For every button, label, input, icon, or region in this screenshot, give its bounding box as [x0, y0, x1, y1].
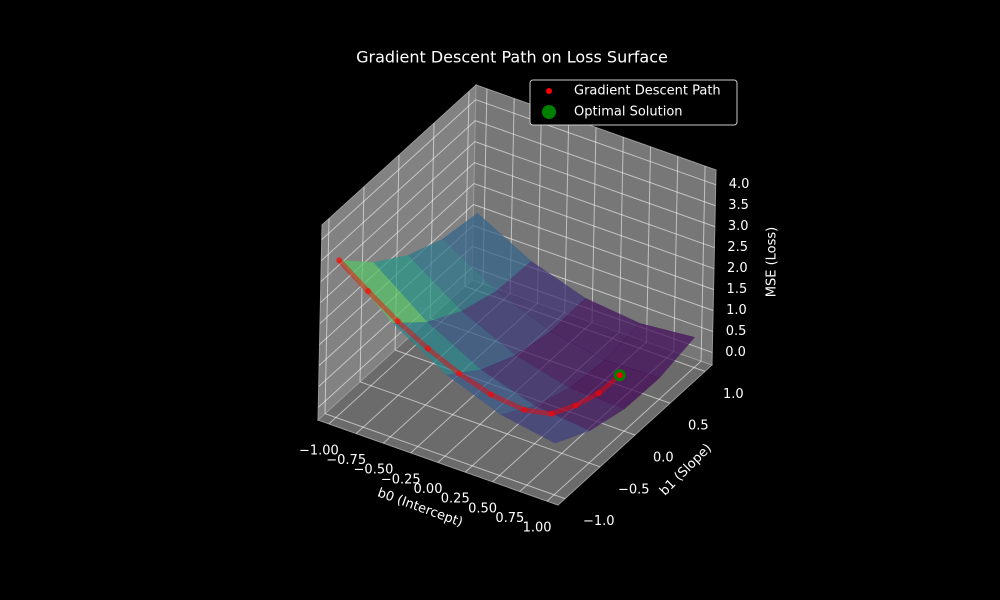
grid-line	[475, 99, 716, 186]
chart-title: Gradient Descent Path on Loss Surface	[356, 48, 668, 67]
x-tick-label: 0.25	[441, 492, 470, 507]
grid-line	[324, 413, 566, 500]
legend-label: Gradient Descent Path	[574, 84, 721, 99]
plot-area	[317, 83, 717, 506]
grid-line	[320, 120, 476, 262]
grid-line	[320, 162, 475, 303]
path-point	[521, 406, 528, 413]
grid-line	[673, 156, 679, 352]
legend: Gradient Descent Path Optimal Solution	[529, 79, 738, 126]
grid-line	[475, 120, 716, 207]
z-tick-label: 0.5	[726, 324, 747, 339]
z-axis-label: MSE (Loss)	[765, 227, 780, 297]
legend-box	[529, 79, 738, 126]
grid-line	[473, 204, 714, 290]
x-tick-label: 1.00	[523, 521, 552, 536]
x-tick-label: −0.25	[381, 472, 421, 487]
x-tick-label: 0.50	[468, 501, 497, 516]
grid-line	[472, 225, 714, 311]
path-point	[365, 288, 372, 295]
y-tick-label: −0.5	[618, 482, 650, 497]
grid-line	[473, 183, 715, 270]
x-tick-label: 0.75	[495, 511, 524, 526]
grid-line	[591, 127, 597, 323]
x-tick-label: −0.75	[326, 453, 366, 468]
z-tick-label: 2.0	[727, 261, 748, 276]
y-tick-label: −1.0	[583, 514, 615, 529]
grid-line	[564, 117, 570, 313]
z-tick-label: 4.0	[729, 177, 750, 192]
path-point	[595, 390, 602, 397]
grid-line	[321, 99, 477, 241]
grid-line	[324, 218, 330, 414]
legend-label: Optimal Solution	[574, 105, 683, 120]
z-tick-label: 2.5	[727, 240, 748, 255]
grid-line	[359, 381, 601, 468]
z-tick-label: 0.0	[725, 345, 746, 360]
legend-marker	[546, 88, 552, 94]
z-tick-label: 1.5	[727, 282, 748, 297]
y-tick-label: 1.0	[723, 387, 744, 402]
path-point	[456, 370, 463, 377]
x-tick-label: −0.50	[354, 463, 394, 478]
path-point	[572, 402, 579, 409]
path-point	[487, 391, 494, 398]
z-tick-label: 3.5	[728, 198, 749, 213]
path-point	[616, 372, 623, 379]
y-tick-label: 0.5	[688, 419, 709, 434]
grid-line	[320, 141, 476, 282]
grid-line	[700, 166, 706, 362]
path-point	[336, 257, 343, 264]
x-tick-label: −1.00	[299, 443, 339, 458]
path-point	[394, 318, 401, 325]
z-tick-label: 3.0	[728, 219, 749, 234]
y-tick-label: 0.0	[653, 451, 674, 466]
z-tick-label: 1.0	[726, 303, 747, 318]
path-point	[548, 410, 555, 417]
legend-marker	[542, 105, 556, 119]
grid-line	[474, 162, 715, 249]
path-point	[424, 345, 431, 352]
grid-line	[319, 183, 475, 324]
grid-line	[474, 141, 716, 228]
grid-line	[618, 137, 624, 333]
x-tick-label: 0.00	[414, 482, 443, 497]
grid-line	[646, 146, 652, 342]
